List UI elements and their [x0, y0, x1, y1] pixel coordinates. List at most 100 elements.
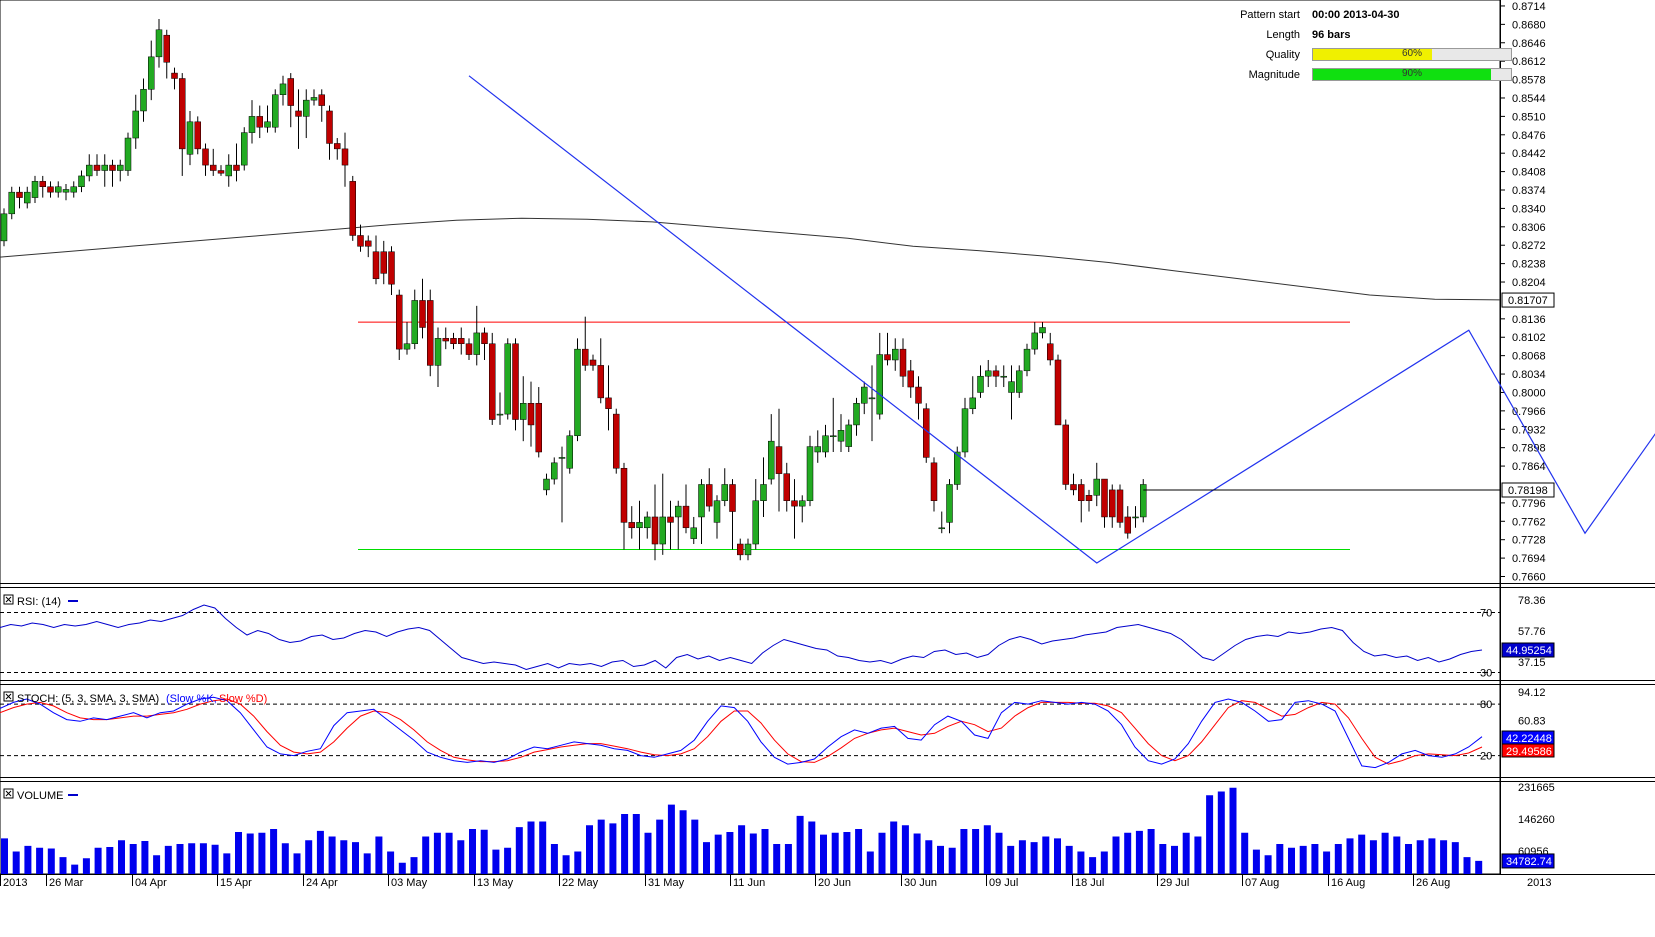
candle-body [760, 484, 767, 501]
price-tick-label: 0.8238 [1512, 259, 1546, 271]
candle-body [636, 522, 643, 529]
volume-bar [1159, 844, 1167, 874]
rsi-level-label: 30 [1480, 668, 1492, 680]
candle-body [86, 164, 93, 177]
volume-tick-label: 231665 [1518, 782, 1555, 794]
candle-body [39, 181, 46, 188]
candle-body [884, 354, 891, 361]
candle-body [1016, 370, 1023, 393]
candle-body [380, 251, 387, 274]
volume-bar [24, 845, 32, 874]
volume-bar [1054, 838, 1061, 874]
candle-body [233, 164, 240, 171]
stoch-k-current-label: 42.22448 [1506, 733, 1552, 745]
volume-bar [632, 814, 640, 874]
candle-body [481, 332, 488, 344]
candle-body [217, 170, 225, 174]
volume-bar [305, 840, 313, 874]
volume-bar [457, 840, 465, 874]
volume-bar [574, 851, 582, 874]
volume-bar [1100, 851, 1108, 874]
candle-body [992, 370, 1000, 377]
volume-bar [1, 838, 8, 874]
candle-body [512, 343, 519, 420]
volume-bar [972, 829, 980, 874]
volume-bar [749, 833, 757, 874]
candle-body [458, 338, 465, 344]
time-tick-label: 26 Aug [1416, 877, 1450, 889]
volume-bar [808, 821, 816, 874]
volume-panel-label: VOLUME [17, 790, 63, 802]
candle-body [698, 484, 705, 518]
volume-bar [1323, 851, 1331, 874]
candle-body [791, 500, 798, 507]
volume-bar [36, 847, 44, 874]
candle-body [628, 522, 635, 529]
candle-body [442, 338, 449, 342]
price-tick-label: 0.8374 [1512, 185, 1546, 197]
candle-body [396, 294, 403, 350]
candle-body [876, 354, 883, 415]
candle-body [101, 164, 108, 171]
volume-tick-label: 146260 [1518, 814, 1555, 826]
volume-bar [1007, 845, 1015, 874]
candle-body [923, 408, 930, 458]
volume-bar [118, 840, 125, 874]
pattern-info-panel: Pattern start 00:00 2013-04-30 Length 96… [1180, 0, 1580, 90]
length-label: Length [1266, 29, 1300, 41]
candle-body [155, 29, 163, 58]
price-tick-label: 0.8442 [1512, 148, 1546, 160]
volume-bar [492, 849, 500, 874]
pattern-zigzag-line [468, 75, 1655, 564]
rsi-current-label: 44.95254 [1506, 645, 1552, 657]
stoch-tick-label: 60.83 [1518, 716, 1546, 728]
candle-body [210, 164, 217, 171]
time-tick-label: 16 Aug [1331, 877, 1365, 889]
candle-body [117, 164, 124, 171]
volume-bar [47, 848, 55, 874]
volume-bar [445, 832, 453, 874]
price-tick-label: 0.8034 [1512, 369, 1546, 381]
candle-body [334, 143, 341, 150]
candle-body [341, 148, 349, 166]
candle-body [326, 110, 333, 144]
volume-bar [129, 844, 137, 874]
volume-bar [1112, 836, 1120, 874]
volume-bar [1030, 842, 1038, 874]
volume-bar [433, 832, 441, 874]
candle-body [93, 164, 101, 171]
candle-body [1031, 332, 1038, 350]
candle-body [597, 365, 604, 399]
volume-bar [398, 862, 406, 874]
volume-bar [1077, 851, 1085, 874]
candle-body [31, 181, 39, 198]
volume-bar [925, 840, 933, 874]
volume-bar [562, 855, 570, 874]
candle-body [1101, 478, 1108, 518]
volume-bar [726, 832, 734, 874]
volume-bar [352, 842, 359, 874]
candle-body [853, 403, 860, 426]
time-tick-label: 31 May [648, 877, 685, 889]
candle-body [132, 110, 139, 139]
candle-body [365, 240, 372, 247]
candle-body [186, 121, 194, 155]
price-tick-label: 0.8204 [1512, 277, 1546, 289]
volume-bar [480, 829, 488, 874]
volume-bar [59, 857, 67, 874]
volume-bar [667, 804, 675, 874]
candle-body [620, 467, 628, 523]
price-tick-label: 0.8408 [1512, 167, 1546, 179]
price-tick-label: 0.7762 [1512, 516, 1546, 528]
candle-body [651, 516, 659, 545]
candle-body [527, 403, 535, 426]
volume-bar [1369, 840, 1377, 874]
candle-body [171, 72, 178, 79]
candle-body [1023, 348, 1031, 372]
candle-body [969, 397, 976, 409]
rsi-tick-label: 57.76 [1518, 626, 1546, 638]
candle-body [977, 375, 984, 393]
candle-body [535, 403, 542, 453]
candle-body [1140, 484, 1147, 518]
